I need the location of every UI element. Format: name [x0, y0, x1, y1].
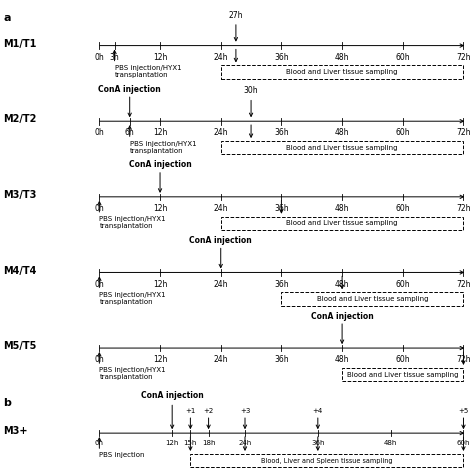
Text: 12h: 12h — [153, 128, 167, 137]
Text: 0h: 0h — [94, 128, 104, 137]
Text: 24h: 24h — [213, 355, 228, 364]
Text: ConA injection: ConA injection — [98, 85, 161, 94]
FancyBboxPatch shape — [221, 141, 464, 155]
Text: 36h: 36h — [274, 128, 289, 137]
Text: 72h: 72h — [456, 355, 471, 364]
Text: 0h: 0h — [95, 440, 104, 446]
Text: 24h: 24h — [213, 53, 228, 62]
Text: 60h: 60h — [395, 128, 410, 137]
Text: 27h: 27h — [228, 10, 243, 19]
Text: M1/T1: M1/T1 — [3, 39, 36, 49]
Text: 18h: 18h — [202, 440, 215, 446]
FancyBboxPatch shape — [221, 65, 464, 79]
Text: 24h: 24h — [213, 128, 228, 137]
Text: PBS injection/HYX1
transplantation: PBS injection/HYX1 transplantation — [130, 141, 196, 154]
Text: 36h: 36h — [274, 204, 289, 213]
Text: Blood and Liver tissue sampling: Blood and Liver tissue sampling — [347, 372, 458, 377]
FancyBboxPatch shape — [282, 292, 464, 306]
Text: 0h: 0h — [94, 355, 104, 364]
Text: 6h: 6h — [125, 128, 135, 137]
Text: a: a — [3, 12, 10, 22]
Text: 72h: 72h — [456, 204, 471, 213]
FancyBboxPatch shape — [342, 368, 464, 381]
Text: 60h: 60h — [457, 440, 470, 446]
Text: M3+: M3+ — [3, 426, 27, 436]
Text: 72h: 72h — [456, 128, 471, 137]
Text: M5/T5: M5/T5 — [3, 341, 36, 351]
Text: ConA injection: ConA injection — [311, 311, 374, 320]
Text: 12h: 12h — [153, 204, 167, 213]
Text: b: b — [3, 398, 11, 408]
Text: 48h: 48h — [384, 440, 397, 446]
Text: 60h: 60h — [395, 53, 410, 62]
Text: M4/T4: M4/T4 — [3, 265, 36, 275]
Text: 60h: 60h — [395, 355, 410, 364]
Text: 48h: 48h — [335, 53, 349, 62]
Text: PBS injection/HYX1
transplantation: PBS injection/HYX1 transplantation — [100, 216, 166, 229]
Text: M2/T2: M2/T2 — [3, 114, 36, 124]
Text: 60h: 60h — [395, 280, 410, 289]
Text: 72h: 72h — [456, 53, 471, 62]
Text: 72h: 72h — [456, 280, 471, 289]
Text: 60h: 60h — [395, 204, 410, 213]
Text: 48h: 48h — [335, 204, 349, 213]
Text: 12h: 12h — [153, 53, 167, 62]
Text: 12h: 12h — [153, 280, 167, 289]
Text: 15h: 15h — [184, 440, 197, 446]
Text: 48h: 48h — [335, 128, 349, 137]
Text: +4: +4 — [313, 408, 323, 414]
Text: ConA injection: ConA injection — [141, 391, 203, 400]
Text: 12h: 12h — [153, 355, 167, 364]
Text: +3: +3 — [240, 408, 250, 414]
Text: 48h: 48h — [335, 280, 349, 289]
FancyBboxPatch shape — [221, 217, 464, 230]
Text: 30h: 30h — [244, 86, 258, 95]
Text: Blood and Liver tissue sampling: Blood and Liver tissue sampling — [286, 145, 398, 151]
Text: +5: +5 — [458, 408, 469, 414]
Text: 48h: 48h — [335, 355, 349, 364]
Text: PBS injection/HYX1
transplantation: PBS injection/HYX1 transplantation — [100, 292, 166, 305]
Text: 36h: 36h — [274, 355, 289, 364]
Text: 12h: 12h — [165, 440, 179, 446]
FancyBboxPatch shape — [191, 454, 464, 467]
Text: +2: +2 — [203, 408, 214, 414]
Text: Blood, Liver and Spleen tissue sampling: Blood, Liver and Spleen tissue sampling — [261, 457, 393, 464]
Text: PBS injection/HYX1
transplantation: PBS injection/HYX1 transplantation — [100, 367, 166, 381]
Text: +1: +1 — [185, 408, 196, 414]
Text: Blood and Liver tissue sampling: Blood and Liver tissue sampling — [286, 69, 398, 75]
Text: PBS injection: PBS injection — [100, 452, 145, 458]
Text: 0h: 0h — [94, 53, 104, 62]
Text: 0h: 0h — [94, 204, 104, 213]
Text: 36h: 36h — [274, 53, 289, 62]
Text: ConA injection: ConA injection — [189, 236, 252, 245]
Text: PBS injection/HYX1
transplantation: PBS injection/HYX1 transplantation — [115, 65, 181, 78]
Text: 24h: 24h — [238, 440, 252, 446]
Text: 3h: 3h — [109, 53, 119, 62]
Text: Blood and Liver tissue sampling: Blood and Liver tissue sampling — [317, 296, 428, 302]
Text: 36h: 36h — [311, 440, 325, 446]
Text: Blood and Liver tissue sampling: Blood and Liver tissue sampling — [286, 220, 398, 226]
Text: 36h: 36h — [274, 280, 289, 289]
Text: 24h: 24h — [213, 280, 228, 289]
Text: 24h: 24h — [213, 204, 228, 213]
Text: 0h: 0h — [94, 280, 104, 289]
Text: M3/T3: M3/T3 — [3, 190, 36, 200]
Text: ConA injection: ConA injection — [128, 160, 191, 169]
